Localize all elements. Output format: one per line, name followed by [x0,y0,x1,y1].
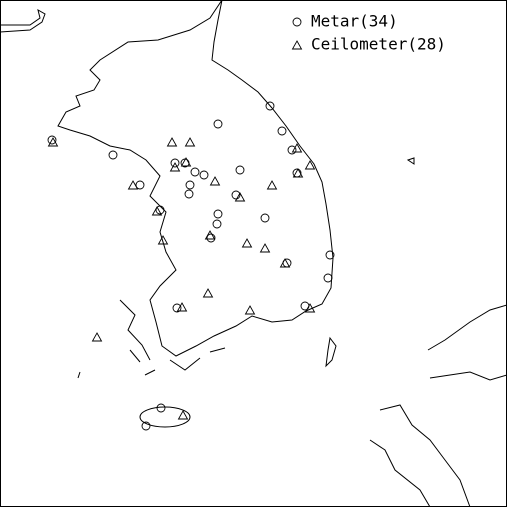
ceilometer-station [91,332,103,342]
metar-station [108,150,118,160]
metar-station [212,219,222,229]
ceilometer-station [259,243,271,253]
metar-station [323,273,333,283]
ceilometer-station [279,258,291,268]
metar-station [135,180,145,190]
metar-station [325,250,335,260]
ceilometer-station [244,305,256,315]
ceilometer-station [202,288,214,298]
peninsula-coast [57,0,334,357]
legend-circle [292,17,302,27]
ceilometer-station [157,235,169,245]
japan-kyushu [369,404,471,507]
ceilometer-station [180,157,192,167]
ceilometer-station [241,238,253,248]
metar-station [141,421,151,431]
legend: Metar(34) Ceilometer(28) [291,12,446,54]
metar-station [235,165,245,175]
west-islands [77,299,226,379]
ceilometer-station [127,180,139,190]
metar-station [172,303,182,313]
metar-station [156,403,166,413]
metar-station [185,180,195,190]
legend-label: Metar(34) [311,12,398,31]
ceilometer-station [304,303,316,313]
ceilometer-station [176,302,188,312]
ulleung [406,157,415,165]
metar-station [47,135,57,145]
metar-station [277,126,287,136]
ceilometer-station [184,137,196,147]
legend-triangle [291,40,303,50]
ceilometer-station [169,162,181,172]
metar-station [199,170,209,180]
metar-station [260,213,270,223]
metar-station [206,233,216,243]
japan-honshu [427,304,507,381]
metar-station [231,190,241,200]
china-coast [0,8,46,33]
ceilometer-station [304,160,316,170]
ceilometer-station [166,137,178,147]
ceilometer-station [291,143,303,153]
ceilometer-station [204,230,216,240]
ceilometer-station [177,410,189,420]
metar-station [287,145,297,155]
metar-station [155,205,165,215]
tsushima [325,336,337,368]
metar-station [213,119,223,129]
ceilometer-station [266,180,278,190]
ceilometer-station [209,176,221,186]
ceilometer-station [234,192,246,202]
legend-label: Ceilometer(28) [311,35,446,54]
ceilometer-station [47,137,59,147]
metar-station [213,209,223,219]
ceilometer-station [151,206,163,216]
metar-station [184,189,194,199]
metar-station [265,101,275,111]
metar-station [190,167,200,177]
stations [47,101,335,431]
ceilometer-station [292,168,304,178]
metar-station [170,158,180,168]
